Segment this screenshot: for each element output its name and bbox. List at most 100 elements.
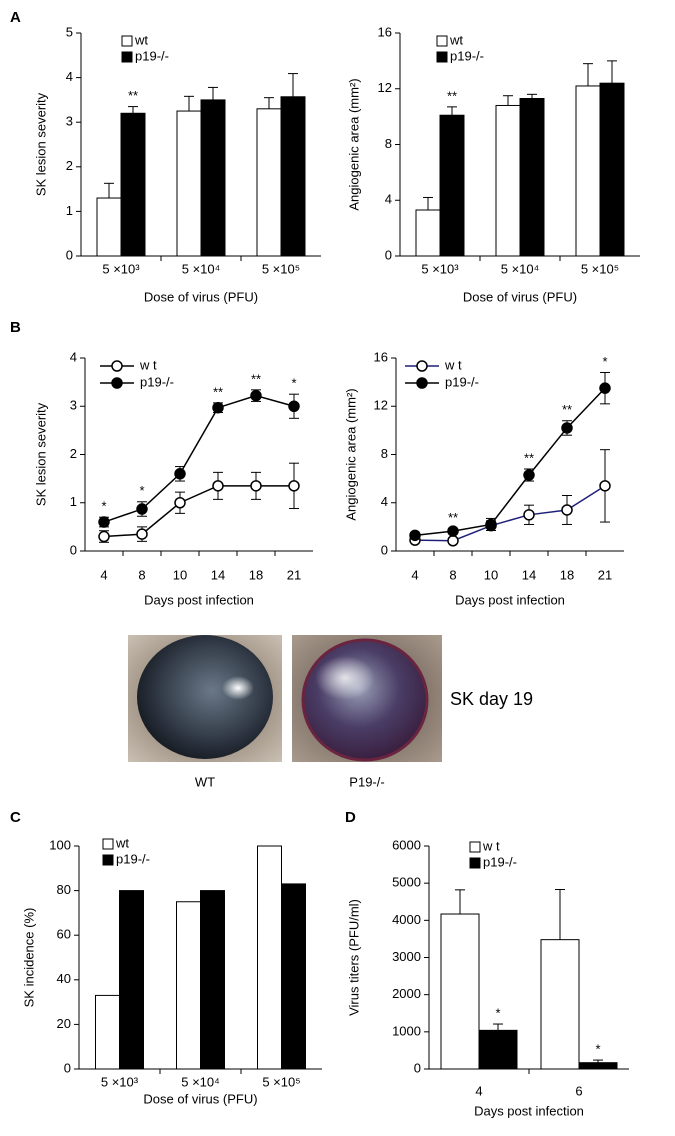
y-tick-label: 0 xyxy=(414,1060,421,1075)
y-tick-label: 100 xyxy=(49,837,71,852)
marker xyxy=(174,468,186,480)
y-tick-label: 4 xyxy=(385,192,392,207)
y-tick-label: 40 xyxy=(57,971,71,986)
marker xyxy=(599,480,611,492)
legend-label: w t xyxy=(139,357,157,372)
legend-swatch xyxy=(469,857,481,869)
bar xyxy=(281,883,306,1070)
y-tick-label: 0 xyxy=(381,542,388,557)
y-tick-label: 80 xyxy=(57,882,71,897)
legend-swatch xyxy=(121,51,133,63)
legend-label: p19-/- xyxy=(140,374,174,389)
y-tick-label: 3000 xyxy=(392,949,421,964)
x-tick-label: 14 xyxy=(522,567,536,582)
legend-label: p19-/- xyxy=(445,374,479,389)
x-tick-label: 18 xyxy=(560,567,574,582)
marker xyxy=(212,401,224,414)
annotation: ** xyxy=(447,88,457,103)
legend-label: p19-/- xyxy=(135,48,169,63)
y-tick-label: 2000 xyxy=(392,986,421,1001)
marker xyxy=(288,480,300,492)
legend-marker xyxy=(111,360,123,372)
x-tick-label: 18 xyxy=(249,567,263,582)
y-tick-label: 2 xyxy=(66,158,73,173)
x-tick-label: 6 xyxy=(575,1083,582,1098)
x-tick-label: 14 xyxy=(211,567,225,582)
bar xyxy=(440,913,480,1070)
y-tick-label: 20 xyxy=(57,1016,71,1031)
y-tick-label: 5000 xyxy=(392,875,421,890)
legend-marker xyxy=(416,360,428,372)
annotation: ** xyxy=(448,510,458,525)
y-tick-label: 1 xyxy=(66,203,73,218)
bar xyxy=(256,108,282,257)
marker xyxy=(523,469,535,481)
x-tick-label: 8 xyxy=(449,567,456,582)
y-axis-label: Angiogenic area (mm²) xyxy=(343,388,358,520)
y-tick-label: 0 xyxy=(70,542,77,557)
y-tick-label: 16 xyxy=(378,24,392,39)
y-tick-label: 5 xyxy=(66,24,73,39)
marker xyxy=(98,530,110,543)
y-tick-label: 3 xyxy=(66,114,73,129)
y-tick-label: 8 xyxy=(385,136,392,151)
marker xyxy=(485,518,497,531)
legend-label: wt xyxy=(115,835,129,850)
y-axis-label: Angiogenic area (mm²) xyxy=(346,78,361,210)
y-axis-label: Virus titers (PFU/ml) xyxy=(346,899,361,1016)
x-tick-label: 10 xyxy=(484,567,498,582)
x-tick-label: 4 xyxy=(475,1083,482,1098)
series-line xyxy=(103,485,294,538)
y-tick-label: 1 xyxy=(70,494,77,509)
annotation: * xyxy=(139,483,144,498)
y-tick-label: 4 xyxy=(70,349,77,364)
y-tick-label: 0 xyxy=(64,1060,71,1075)
bar xyxy=(176,110,202,257)
y-tick-label: 12 xyxy=(374,398,388,413)
y-tick-label: 2 xyxy=(70,446,77,461)
legend-label: p19-/- xyxy=(483,854,517,869)
bar xyxy=(176,901,201,1070)
annotation: * xyxy=(602,354,607,369)
y-tick-label: 16 xyxy=(374,349,388,364)
annotation: ** xyxy=(128,88,138,103)
marker xyxy=(250,480,262,492)
annotation: * xyxy=(495,1005,500,1020)
marker xyxy=(599,382,611,394)
legend-swatch xyxy=(436,35,448,47)
y-tick-label: 12 xyxy=(378,80,392,95)
bar xyxy=(519,98,545,257)
marker xyxy=(136,528,148,540)
marker xyxy=(447,525,459,537)
y-tick-label: 4 xyxy=(381,494,388,509)
photo-p19 xyxy=(292,635,442,762)
marker xyxy=(174,497,186,509)
bar xyxy=(280,96,306,257)
y-tick-label: 0 xyxy=(66,247,73,262)
annotation: * xyxy=(595,1042,600,1057)
x-tick-label: 21 xyxy=(287,567,301,582)
marker xyxy=(561,504,573,516)
bar xyxy=(119,890,144,1070)
photo-label: WT xyxy=(195,774,215,789)
legend-swatch xyxy=(469,841,481,853)
x-axis-label: Days post infection xyxy=(455,592,565,607)
x-axis-label: Days post infection xyxy=(144,592,254,607)
annotation: ** xyxy=(213,384,223,399)
x-axis-label: Dose of virus (PFU) xyxy=(463,289,577,304)
bar xyxy=(439,114,465,257)
photo-label: P19-/- xyxy=(349,774,384,789)
bar xyxy=(415,209,441,257)
marker xyxy=(561,422,573,434)
series-line xyxy=(103,394,295,523)
bar xyxy=(478,1029,518,1070)
x-tick-label: 5 ×10⁵ xyxy=(581,261,619,276)
y-tick-label: 60 xyxy=(57,927,71,942)
legend-swatch xyxy=(102,838,114,850)
bar xyxy=(495,104,521,257)
x-tick-label: 5 ×10⁵ xyxy=(262,1074,300,1089)
x-tick-label: 4 xyxy=(411,567,418,582)
bar xyxy=(599,82,625,257)
legend-swatch xyxy=(102,854,114,866)
